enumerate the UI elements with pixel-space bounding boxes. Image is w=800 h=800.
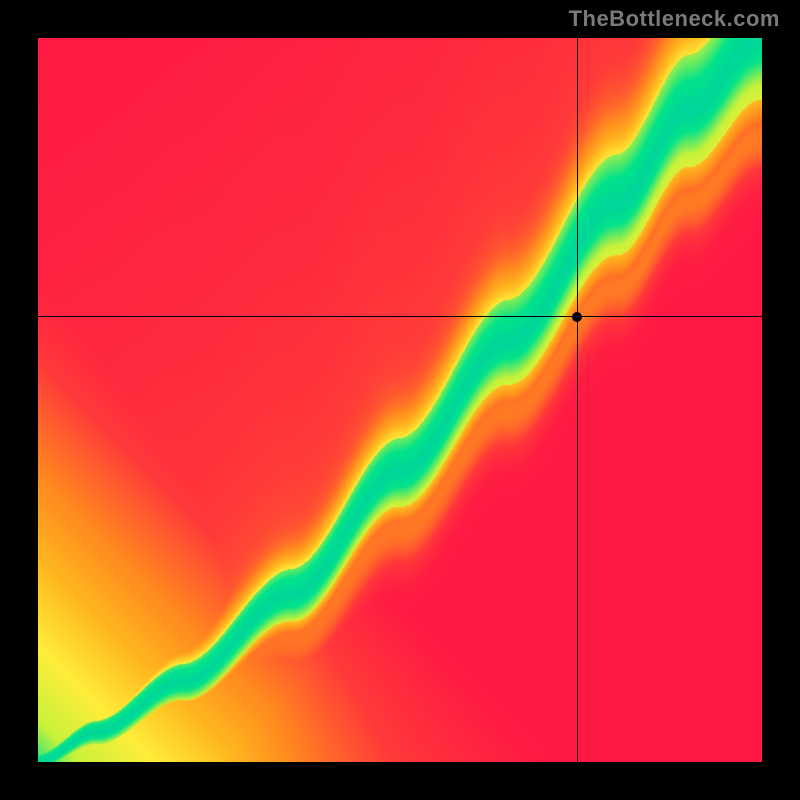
crosshair-vertical — [577, 38, 578, 762]
heatmap-canvas — [38, 38, 762, 762]
plot-area — [38, 38, 762, 762]
chart-container: TheBottleneck.com — [0, 0, 800, 800]
watermark-text: TheBottleneck.com — [569, 6, 780, 32]
crosshair-horizontal — [38, 316, 762, 317]
crosshair-marker — [572, 312, 582, 322]
